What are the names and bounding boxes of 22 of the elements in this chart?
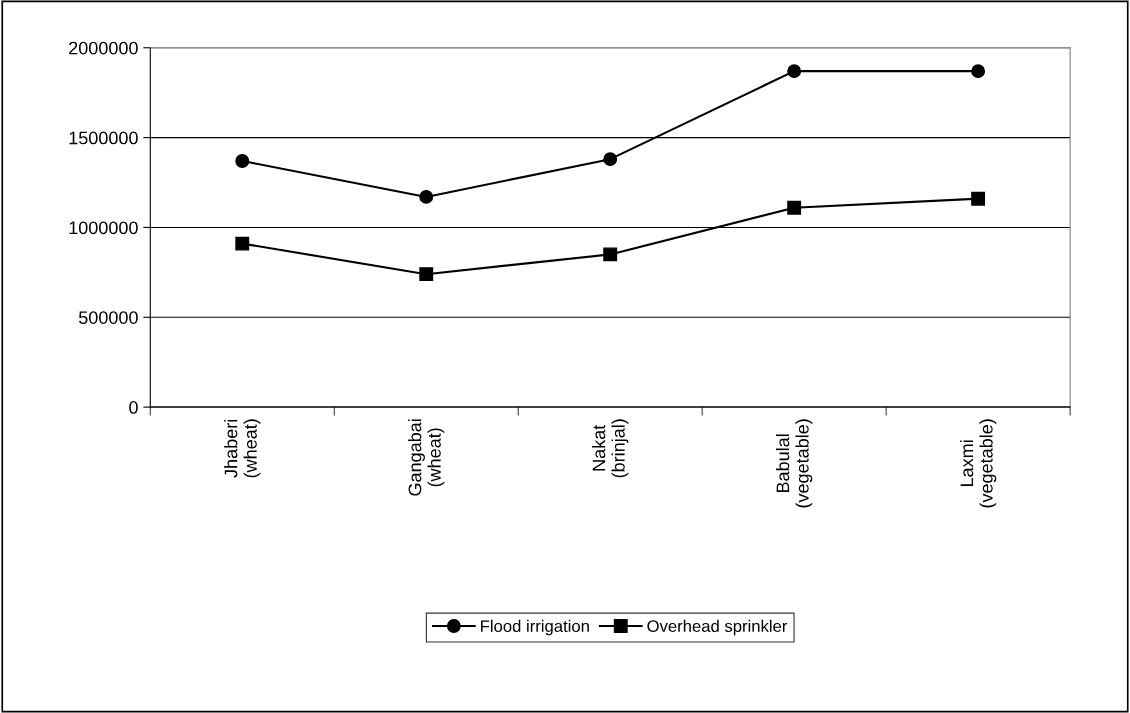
- point: [235, 154, 250, 168]
- point: [419, 267, 434, 282]
- y-tick-label: 2000000: [69, 41, 138, 55]
- y-tick-label: 500000: [78, 311, 138, 325]
- y-tick-label: 1500000: [69, 131, 138, 145]
- point: [235, 236, 250, 251]
- legend-label: Overhead sprinkler: [647, 619, 788, 636]
- point: [419, 189, 434, 204]
- x-tick-label: Nakat (brinjal): [592, 419, 629, 478]
- point: [787, 64, 802, 79]
- y-tick-label: 1000000: [69, 221, 138, 235]
- x-tick-label: Laxmi (vegetable): [959, 419, 997, 508]
- x-tick-label: Babulal (vegetable): [776, 419, 813, 508]
- x-tick-label: Jhaberi (wheat): [224, 419, 261, 478]
- point: [971, 191, 986, 206]
- point: [971, 64, 986, 79]
- point: [603, 247, 618, 262]
- x-tick-label: Gangabai (wheat): [408, 419, 445, 496]
- point: [787, 200, 802, 215]
- y-tick-label: 0: [129, 401, 138, 414]
- point: [603, 152, 618, 167]
- legend-label: Flood irrigation: [481, 619, 589, 636]
